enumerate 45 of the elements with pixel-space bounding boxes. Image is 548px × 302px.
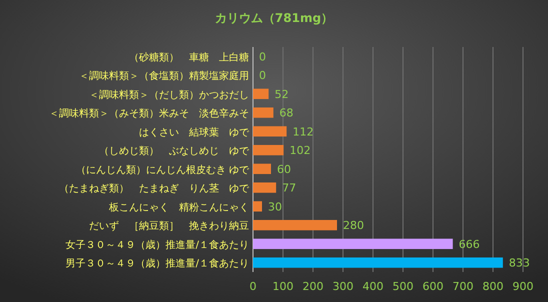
data-label: 0: [259, 50, 266, 64]
bar: [253, 257, 503, 268]
y-tick-label: ＜調味料類＞（だし類）かつおだし: [89, 88, 249, 101]
data-label: 833: [508, 256, 530, 270]
x-tick-label: 600: [422, 280, 444, 293]
bar: [253, 182, 276, 193]
data-label: 30: [268, 200, 282, 214]
y-tick-label: はくさい 結球葉 ゆで: [139, 126, 250, 138]
bar: [253, 88, 269, 100]
bar: [253, 201, 262, 212]
data-label: 68: [279, 106, 294, 120]
y-tick-label: 女子３０～４９（歳）推進量/１食あたり: [66, 238, 249, 251]
data-label: 666: [458, 238, 480, 251]
x-tick-label: 700: [452, 280, 474, 293]
data-label: 102: [290, 144, 311, 158]
y-tick-label: 板こんにゃく 精粉こんにゃく: [108, 201, 249, 214]
y-tick-label: ＜調味料類＞（食塩類）精製塩家庭用: [79, 70, 249, 82]
data-label: 112: [292, 125, 314, 138]
bar: [253, 144, 284, 156]
bar: [253, 220, 337, 230]
data-label: 60: [277, 162, 291, 176]
data-label: 52: [274, 88, 289, 101]
chart-title: カリウム（781mg）: [214, 11, 334, 25]
y-tick-label: だいず ［納豆類］ 挽きわり納豆: [89, 220, 249, 232]
bar: [253, 164, 271, 174]
x-tick-label: 100: [272, 280, 294, 293]
x-tick-label: 300: [332, 280, 354, 293]
data-label: 77: [282, 182, 296, 195]
bar: [253, 238, 453, 250]
y-tick-label: （たまねぎ類） たまねぎ りん茎 ゆで: [59, 182, 250, 195]
y-tick-label: （にんじん類）にんじん根皮むき ゆで: [76, 164, 250, 176]
y-tick-label: （砂糖類） 車糖 上白糖: [129, 51, 249, 64]
x-tick-label: 900: [512, 280, 534, 293]
data-label: 280: [343, 219, 364, 232]
x-tick-label: 0: [250, 280, 256, 293]
x-tick-label: 200: [302, 280, 324, 293]
x-tick-label: 500: [392, 280, 414, 293]
bar: [253, 107, 274, 118]
y-tick-label: （しめじ類） ぶなしめじ ゆで: [99, 145, 250, 158]
data-label: 0: [259, 69, 266, 82]
y-tick-label: ＜調味料類＞（みそ類）米みそ 淡色辛みそ: [49, 108, 249, 120]
bar: [253, 126, 287, 137]
y-tick-label: 男子３０～４９（歳）推進量/１食あたり: [66, 258, 249, 270]
x-tick-label: 800: [482, 280, 504, 293]
x-tick-label: 400: [362, 280, 384, 293]
